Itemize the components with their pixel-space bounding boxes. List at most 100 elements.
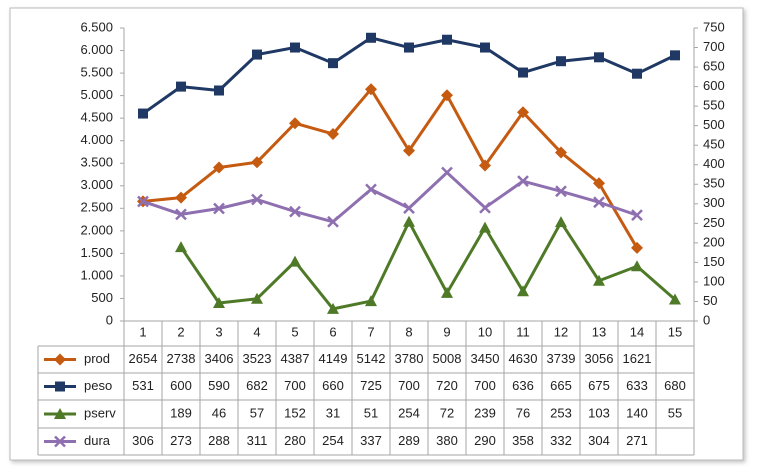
table-value: 700 [284,378,306,393]
table-value: 31 [326,405,340,420]
y-tick-label: 4.500 [80,110,113,125]
marker [365,183,377,196]
marker [213,202,225,215]
table-value: 4149 [319,351,348,366]
y-tick-label: 2.500 [80,200,113,215]
table-value: 720 [436,378,458,393]
series-line [142,171,638,224]
table-value: 273 [170,433,192,448]
y-tick-label: 1.500 [80,245,113,260]
marker [365,83,377,96]
y2-tick-label: 200 [703,234,725,249]
table-value: 306 [132,433,154,448]
y2-tick-label: 550 [703,98,725,113]
y2-tick-label: 500 [703,117,725,132]
marker [175,241,187,253]
table-value: 1621 [623,351,652,366]
marker [442,34,452,45]
table-value: 700 [398,378,420,393]
table-value: 76 [516,405,530,420]
marker [631,209,643,222]
y-tick-label: 5.500 [80,65,113,80]
marker [176,81,186,92]
marker [479,201,491,214]
table-value: 280 [284,433,306,448]
marker [251,156,263,169]
y2-tick-label: 50 [703,293,717,308]
x-tick-label: 10 [478,324,492,339]
table-value: 311 [247,433,268,448]
x-tick-label: 13 [592,324,606,339]
chart-frame [9,7,744,461]
table-value: 46 [212,405,226,420]
x-tick-label: 7 [367,324,374,339]
marker [327,302,339,314]
marker [366,32,376,43]
marker [631,260,643,272]
table-value: 254 [322,433,344,448]
marker [289,205,301,218]
y2-tick-label: 750 [703,19,725,34]
table-value: 288 [208,433,230,448]
table-value: 3056 [585,351,614,366]
marker [175,191,187,204]
marker [55,381,65,392]
marker [669,293,681,305]
y-tick-label: 500 [91,290,113,305]
series-line [142,87,639,249]
y2-tick-label: 600 [703,78,725,93]
y-tick-label: 0 [106,312,113,327]
legend-label: pserv [84,405,116,420]
marker [593,196,605,209]
table-value: 600 [170,378,192,393]
marker [252,49,262,60]
marker [441,286,453,298]
y-tick-label: 4.000 [80,132,113,147]
table-value: 152 [284,405,306,420]
table-value: 239 [474,405,496,420]
marker [441,89,453,102]
table-value: 682 [246,378,268,393]
series-line [179,220,676,311]
marker [138,108,148,119]
table-value: 51 [364,405,378,420]
marker [517,175,529,188]
x-tick-label: 4 [253,324,260,339]
y2-tick-label: 250 [703,215,725,230]
y2-tick-label: 100 [703,273,725,288]
table-value: 725 [360,378,382,393]
marker [175,208,187,221]
marker [631,241,643,254]
marker [480,42,490,53]
marker [213,297,225,309]
marker [518,67,528,78]
table-value: 4387 [281,351,310,366]
x-tick-label: 8 [405,324,412,339]
marker [594,52,604,63]
x-tick-label: 11 [516,324,530,339]
marker [555,146,567,159]
legend-label: prod [84,351,110,366]
x-tick-label: 14 [630,324,644,339]
table-value: 253 [550,405,572,420]
marker [404,42,414,53]
x-tick-label: 6 [329,324,336,339]
x-tick-label: 5 [291,324,298,339]
y-tick-label: 3.000 [80,177,113,192]
marker [441,166,453,179]
marker [555,216,567,228]
marker [54,435,66,448]
marker [327,127,339,140]
y-tick-label: 6.000 [80,42,113,57]
y2-tick-label: 150 [703,254,725,269]
marker [327,215,339,228]
table-value: 337 [360,433,382,448]
marker [289,255,301,267]
table-value: 103 [588,405,610,420]
table-value: 57 [250,405,264,420]
legend-label: peso [84,378,112,393]
y2-tick-label: 400 [703,156,725,171]
table-value: 2738 [167,351,196,366]
marker [517,285,529,297]
